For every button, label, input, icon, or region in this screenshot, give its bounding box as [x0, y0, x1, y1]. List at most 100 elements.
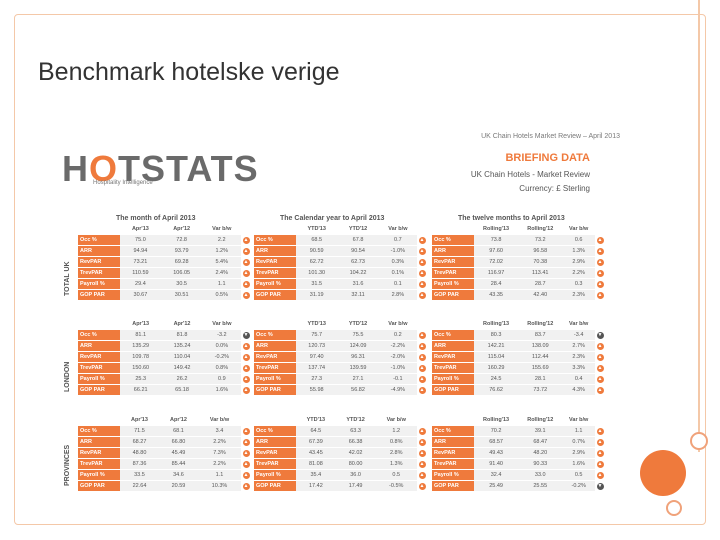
metric-value: 137.74 [296, 363, 338, 373]
metric-value: 48.80 [120, 448, 159, 458]
metric-value: 36.0 [335, 470, 376, 480]
trend-cell: ▲ [241, 448, 251, 458]
kpi-header-row: Rolling'13 Rolling'12 Var b/w [432, 224, 605, 234]
metric-value: 33.0 [518, 470, 563, 480]
table-row: GOP PAR 31.19 32.11 2.8% ▲ [254, 290, 427, 300]
metric-value: 149.42 [161, 363, 203, 373]
metric-value: 33.5 [120, 470, 159, 480]
decorative-circle-large [640, 450, 686, 496]
review-subtitle: UK Chain Hotels - Market Review [470, 170, 590, 179]
metric-value: 0.0% [202, 341, 241, 351]
kpi-header-indicator [417, 319, 427, 329]
trend-up-icon: ▲ [418, 258, 426, 266]
trend-cell: ▼ [595, 481, 605, 491]
kpi-header-blank [432, 224, 474, 234]
kpi-column-header: Apr'12 [173, 226, 191, 232]
metric-value: -2.2% [378, 341, 417, 351]
kpi-column-header: Apr'13 [131, 417, 148, 423]
metric-value: 2.7% [562, 341, 595, 351]
trend-cell: ▲ [417, 385, 427, 395]
table-row: ARR 142.21 138.09 2.7% ▲ [432, 341, 605, 351]
metric-value: 0.3 [562, 279, 595, 289]
metric-value: 2.9% [562, 257, 595, 267]
kpi-column-header: YTD'13 [307, 321, 326, 327]
table-row: Payroll % 27.3 27.1 -0.1 ▲ [254, 374, 427, 384]
trend-up-icon: ▲ [418, 427, 426, 435]
metric-value: 42.02 [335, 448, 376, 458]
kpi-header-blank [254, 224, 296, 234]
metric-label: ARR [78, 341, 120, 351]
table-row: Occ % 73.8 73.2 0.6 ▲ [432, 235, 605, 245]
metric-label: ARR [254, 246, 296, 256]
trend-up-icon: ▲ [418, 342, 426, 350]
metric-value: 73.21 [120, 257, 161, 267]
trend-cell: ▲ [595, 470, 605, 480]
metric-label: RevPAR [432, 448, 474, 458]
kpi-column-header: Var b/w [209, 417, 230, 423]
kpi-header-row: Rolling'13 Rolling'12 Var b/w [432, 319, 605, 329]
metric-value: 34.6 [158, 470, 198, 480]
table-row: RevPAR 115.04 112.44 2.3% ▲ [432, 352, 605, 362]
trend-up-icon: ▲ [596, 460, 604, 468]
kpi-header-blank [254, 415, 296, 425]
trend-up-icon: ▲ [596, 291, 604, 299]
table-row: TrevPAR 150.60 149.42 0.8% ▲ [78, 363, 251, 373]
trend-up-icon: ▲ [242, 482, 250, 490]
metric-label: Payroll % [254, 470, 296, 480]
kpi-column-header: Var b/w [388, 321, 408, 327]
metric-value: 87.36 [120, 459, 159, 469]
metric-value: 24.5 [474, 374, 519, 384]
metric-value: 2.3% [562, 290, 595, 300]
metric-value: 3.3% [562, 363, 595, 373]
metric-label: ARR [432, 437, 474, 447]
table-row: Occ % 71.5 68.1 3.4 ▲ [78, 426, 251, 436]
table-row: Payroll % 32.4 33.0 0.5 ▲ [432, 470, 605, 480]
currency-label: Currency: £ Sterling [519, 184, 590, 193]
trend-cell: ▲ [417, 268, 427, 278]
metric-label: Occ % [432, 330, 474, 340]
metric-label: GOP PAR [78, 385, 120, 395]
trend-cell: ▲ [241, 279, 251, 289]
metric-value: 0.7 [378, 235, 417, 245]
trend-up-icon: ▲ [242, 258, 250, 266]
metric-value: 62.73 [337, 257, 379, 267]
table-row: GOP PAR 76.62 73.72 4.3% ▲ [432, 385, 605, 395]
trend-up-icon: ▲ [418, 331, 426, 339]
metric-value: 2.2% [562, 268, 595, 278]
trend-up-icon: ▲ [418, 353, 426, 361]
trend-cell: ▲ [417, 352, 427, 362]
trend-cell: ▲ [595, 352, 605, 362]
table-row: GOP PAR 22.64 20.59 10.3% ▲ [78, 481, 251, 491]
table-row: Occ % 75.0 72.8 2.2 ▲ [78, 235, 251, 245]
metric-value: 97.60 [474, 246, 519, 256]
metric-label: Payroll % [432, 374, 474, 384]
metric-value: 2.4% [202, 268, 241, 278]
metric-value: 31.6 [337, 279, 379, 289]
metric-value: 48.20 [518, 448, 563, 458]
metric-value: 2.9% [562, 448, 595, 458]
metric-value: 25.55 [518, 481, 563, 491]
trend-cell: ▲ [595, 290, 605, 300]
metric-value: 0.6 [562, 235, 595, 245]
metric-label: Occ % [78, 235, 120, 245]
metric-value: -4.9% [378, 385, 417, 395]
trend-cell: ▲ [595, 437, 605, 447]
kpi-header-indicator [595, 224, 605, 234]
kpi-header-indicator [595, 319, 605, 329]
metric-value: 72.8 [160, 235, 203, 245]
trend-down-icon: ▼ [242, 331, 250, 339]
metric-value: 27.1 [337, 374, 379, 384]
metric-value: 45.49 [158, 448, 198, 458]
metric-label: TrevPAR [432, 268, 474, 278]
metric-value: 17.42 [296, 481, 336, 491]
trend-up-icon: ▲ [596, 269, 604, 277]
metric-label: TrevPAR [254, 459, 296, 469]
kpi-header-indicator [241, 415, 251, 425]
table-row: Payroll % 29.4 30.5 1.1 ▲ [78, 279, 251, 289]
metric-label: GOP PAR [254, 481, 296, 491]
metric-value: -1.0% [378, 363, 417, 373]
metric-value: 5.4% [202, 257, 241, 267]
metric-value: 35.4 [296, 470, 336, 480]
metric-value: -1.0% [378, 246, 417, 256]
metric-label: ARR [432, 246, 474, 256]
